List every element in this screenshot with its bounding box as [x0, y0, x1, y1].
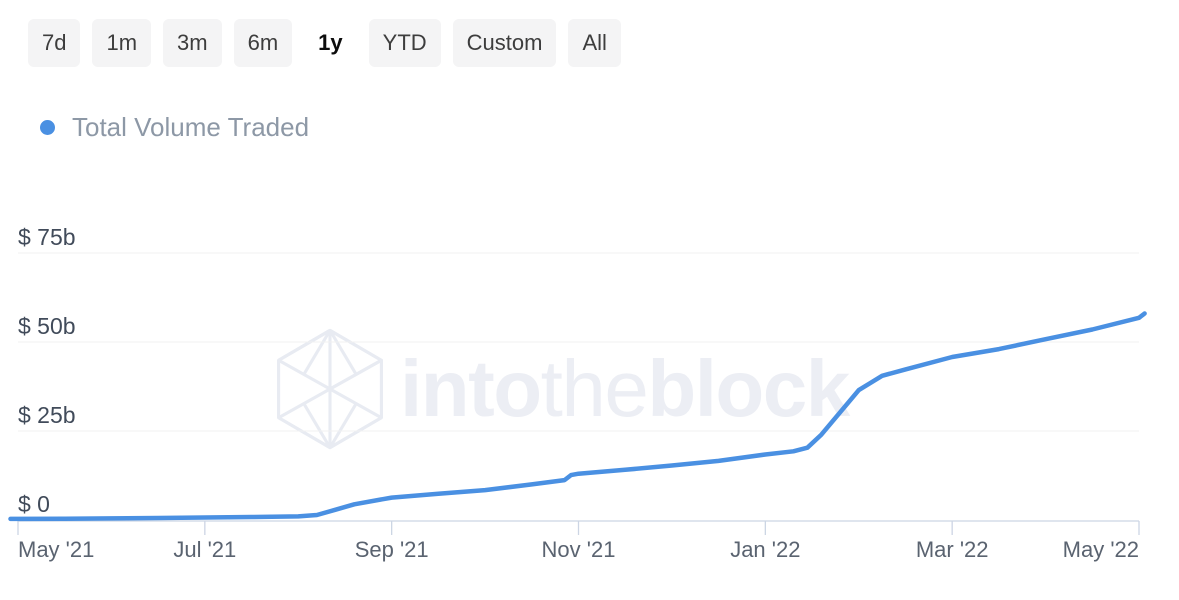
- y-tick-label: $ 0: [18, 491, 50, 517]
- range-button-custom[interactable]: Custom: [452, 19, 557, 67]
- time-range-selector: 7d 1m 3m 6m 1y YTD Custom All: [28, 19, 621, 67]
- x-axis-labels: May '21 Jul '21 Sep '21 Nov '21 Jan '22 Mar '…: [18, 537, 1139, 562]
- x-tick-label: May '21: [18, 537, 94, 562]
- total-volume-line[interactable]: [8, 311, 1147, 522]
- x-axis: [17, 520, 1140, 535]
- range-button-6m[interactable]: 6m: [233, 19, 293, 67]
- x-tick-label: Jan '22: [730, 537, 800, 562]
- legend-label: Total Volume Traded: [72, 112, 310, 142]
- x-tick-label: May '22: [1063, 537, 1139, 562]
- range-button-ytd[interactable]: YTD: [368, 19, 441, 67]
- y-tick-label: $ 75b: [18, 224, 76, 250]
- legend-dot-icon: [40, 120, 55, 135]
- y-axis-labels: $ 75b $ 50b $ 25b $ 0: [18, 224, 76, 517]
- y-tick-label: $ 50b: [18, 313, 76, 339]
- chart-legend[interactable]: Total Volume Traded: [40, 112, 309, 143]
- gridlines: [18, 252, 1139, 432]
- range-button-3m[interactable]: 3m: [163, 19, 222, 67]
- x-tick-label: Mar '22: [916, 537, 989, 562]
- y-tick-label: $ 25b: [18, 402, 76, 428]
- x-tick-label: Sep '21: [355, 537, 429, 562]
- range-button-all[interactable]: All: [568, 19, 621, 67]
- range-button-1m[interactable]: 1m: [92, 19, 152, 67]
- x-tick-label: Jul '21: [173, 537, 236, 562]
- range-button-1y[interactable]: 1y: [304, 19, 357, 67]
- range-button-7d[interactable]: 7d: [28, 19, 81, 67]
- x-tick-label: Nov '21: [542, 537, 616, 562]
